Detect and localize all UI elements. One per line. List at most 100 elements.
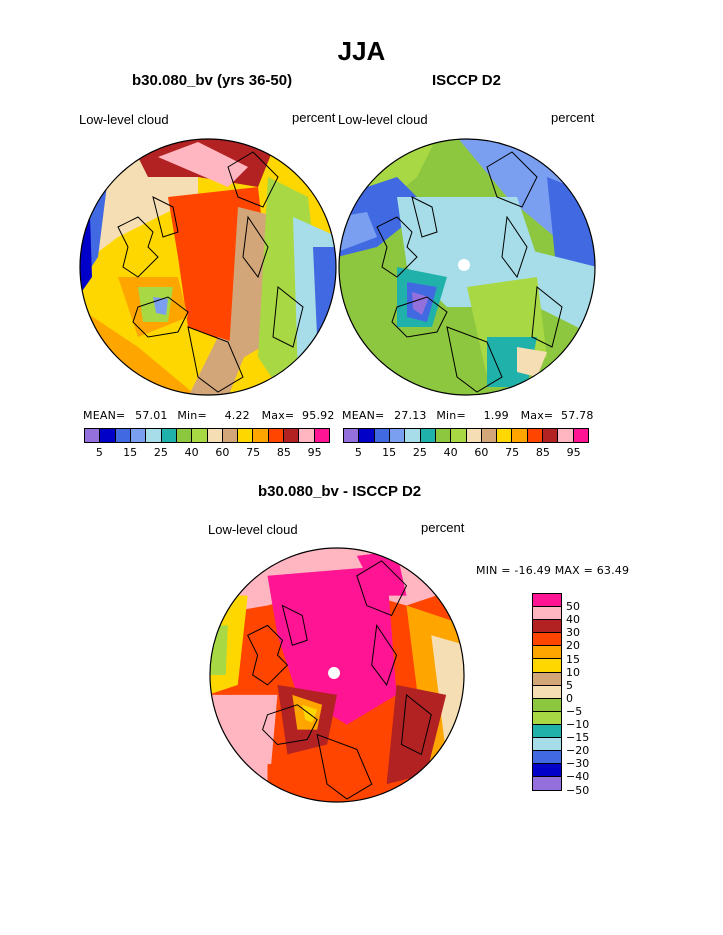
colorbar-swatch: [389, 429, 406, 442]
colorbar-tick-label: 40: [566, 613, 580, 627]
colorbar-swatch: [176, 429, 193, 442]
colorbar-swatch: [222, 429, 239, 442]
colorbar-tick-label: 15: [123, 446, 138, 459]
panel2-mean: 27.13: [394, 409, 427, 422]
colorbar-tick-label: 5: [354, 446, 362, 459]
panel1-stats: MEAN= 57.01 Min= 4.22 Max= 95.92: [83, 409, 335, 422]
colorbar-tick-label: 20: [566, 639, 580, 653]
panel2-min: 1.99: [483, 409, 509, 422]
colorbar-swatch: [533, 711, 561, 725]
colorbar-swatch: [314, 429, 329, 442]
colorbar-tick-label: 85: [535, 446, 550, 459]
colorbar-tick-label: −20: [566, 744, 590, 758]
colorbar-swatch: [497, 429, 513, 442]
colorbar-swatch: [533, 620, 561, 634]
colorbar-swatch: [481, 429, 498, 442]
panel2-units-label: percent: [551, 110, 595, 125]
colorbar-tick-label: 0: [566, 691, 573, 705]
colorbar-swatch: [253, 429, 269, 442]
colorbar-swatch: [359, 429, 375, 442]
colorbar-tick-label: 25: [412, 446, 427, 459]
panel1-max-label: Max=: [261, 409, 295, 422]
panel2-stats: MEAN= 27.13 Min= 1.99 Max= 57.78: [342, 409, 594, 422]
colorbar-swatch: [533, 607, 561, 621]
colorbar-tick-label: 25: [153, 446, 168, 459]
colorbar-swatch: [543, 429, 559, 442]
colorbar-swatch: [533, 698, 561, 712]
panel1-title: b30.080_bv (yrs 36-50): [132, 72, 293, 89]
panel2-colorbar-ticks: 5 15 25 40 60 75 85 95: [343, 446, 589, 460]
panel3-variable-label: Low-level cloud: [208, 522, 298, 537]
colorbar-swatch: [533, 738, 561, 752]
colorbar-swatch: [405, 429, 421, 442]
colorbar-tick-label: 50: [566, 600, 580, 614]
colorbar-tick-label: 40: [443, 446, 458, 459]
colorbar-swatch: [533, 685, 561, 699]
panel2-title: ISCCP D2: [432, 72, 501, 89]
figure-title: JJA: [337, 36, 386, 66]
colorbar-swatch: [466, 429, 482, 442]
colorbar-tick-label: 60: [474, 446, 489, 459]
colorbar-swatch: [115, 429, 131, 442]
panel3-colorbar: [532, 593, 562, 792]
colorbar-tick-label: 60: [215, 446, 230, 459]
colorbar-swatch: [207, 429, 223, 442]
colorbar-swatch: [284, 429, 300, 442]
colorbar-tick-label: 30: [566, 626, 580, 640]
colorbar-swatch: [146, 429, 162, 442]
colorbar-tick-label: −10: [566, 718, 590, 731]
panel2-colorbar: [343, 428, 589, 443]
colorbar-swatch: [533, 659, 561, 673]
panel2-max-label: Max=: [520, 409, 554, 422]
colorbar-swatch: [238, 429, 254, 442]
colorbar-swatch: [573, 429, 588, 442]
colorbar-swatch: [420, 429, 436, 442]
panel2-map: [338, 138, 596, 396]
panel2-max: 57.78: [561, 409, 594, 422]
colorbar-tick-label: 15: [382, 446, 397, 459]
colorbar-swatch: [130, 429, 147, 442]
colorbar-tick-label: 15: [566, 652, 580, 666]
colorbar-swatch: [533, 764, 561, 778]
panel1-mean: 57.01: [135, 409, 168, 422]
colorbar-tick-label: 75: [246, 446, 261, 459]
panel1-max: 95.92: [302, 409, 335, 422]
colorbar-swatch: [85, 429, 101, 442]
colorbar-swatch: [435, 429, 452, 442]
panel1-min-label: Min=: [177, 409, 207, 422]
panel2-min-label: Min=: [436, 409, 466, 422]
colorbar-tick-label: −30: [566, 757, 590, 771]
panel1-units-label: percent: [292, 110, 336, 125]
colorbar-swatch: [344, 429, 360, 442]
panel1-variable-label: Low-level cloud: [79, 112, 169, 127]
panel1-colorbar: [84, 428, 330, 443]
colorbar-tick-label: −5: [566, 704, 583, 718]
panel3-colorbar-ticks: 50 40 30 20 15 10 5 0 −5 −10 −15 −20 −30 −40 −50: [566, 593, 616, 803]
panel1-min: 4.22: [224, 409, 250, 422]
colorbar-swatch: [527, 429, 544, 442]
colorbar-tick-label: 5: [95, 446, 103, 459]
colorbar-tick-label: −40: [566, 770, 590, 784]
colorbar-tick-label: 95: [307, 446, 322, 459]
panel2-variable-label: Low-level cloud: [338, 112, 428, 127]
colorbar-swatch: [451, 429, 467, 442]
colorbar-swatch: [558, 429, 574, 442]
panel1-map: [79, 138, 337, 396]
colorbar-tick-label: 85: [276, 446, 291, 459]
colorbar-tick-label: −50: [566, 783, 590, 797]
colorbar-swatch: [533, 724, 561, 739]
colorbar-swatch: [533, 594, 561, 608]
panel3-map: [209, 547, 465, 803]
panel2-mean-label: MEAN=: [342, 409, 385, 422]
colorbar-tick-label: −15: [566, 731, 590, 745]
panel1-mean-label: MEAN=: [83, 409, 126, 422]
panel3-minmax: MIN = -16.49 MAX = 63.49: [476, 564, 630, 577]
colorbar-swatch: [512, 429, 528, 442]
colorbar-swatch: [299, 429, 315, 442]
colorbar-tick-label: 10: [566, 665, 580, 679]
colorbar-tick-label: 95: [566, 446, 581, 459]
colorbar-swatch: [533, 751, 561, 765]
colorbar-swatch: [533, 777, 561, 791]
colorbar-swatch: [161, 429, 177, 442]
colorbar-tick-label: 75: [505, 446, 520, 459]
